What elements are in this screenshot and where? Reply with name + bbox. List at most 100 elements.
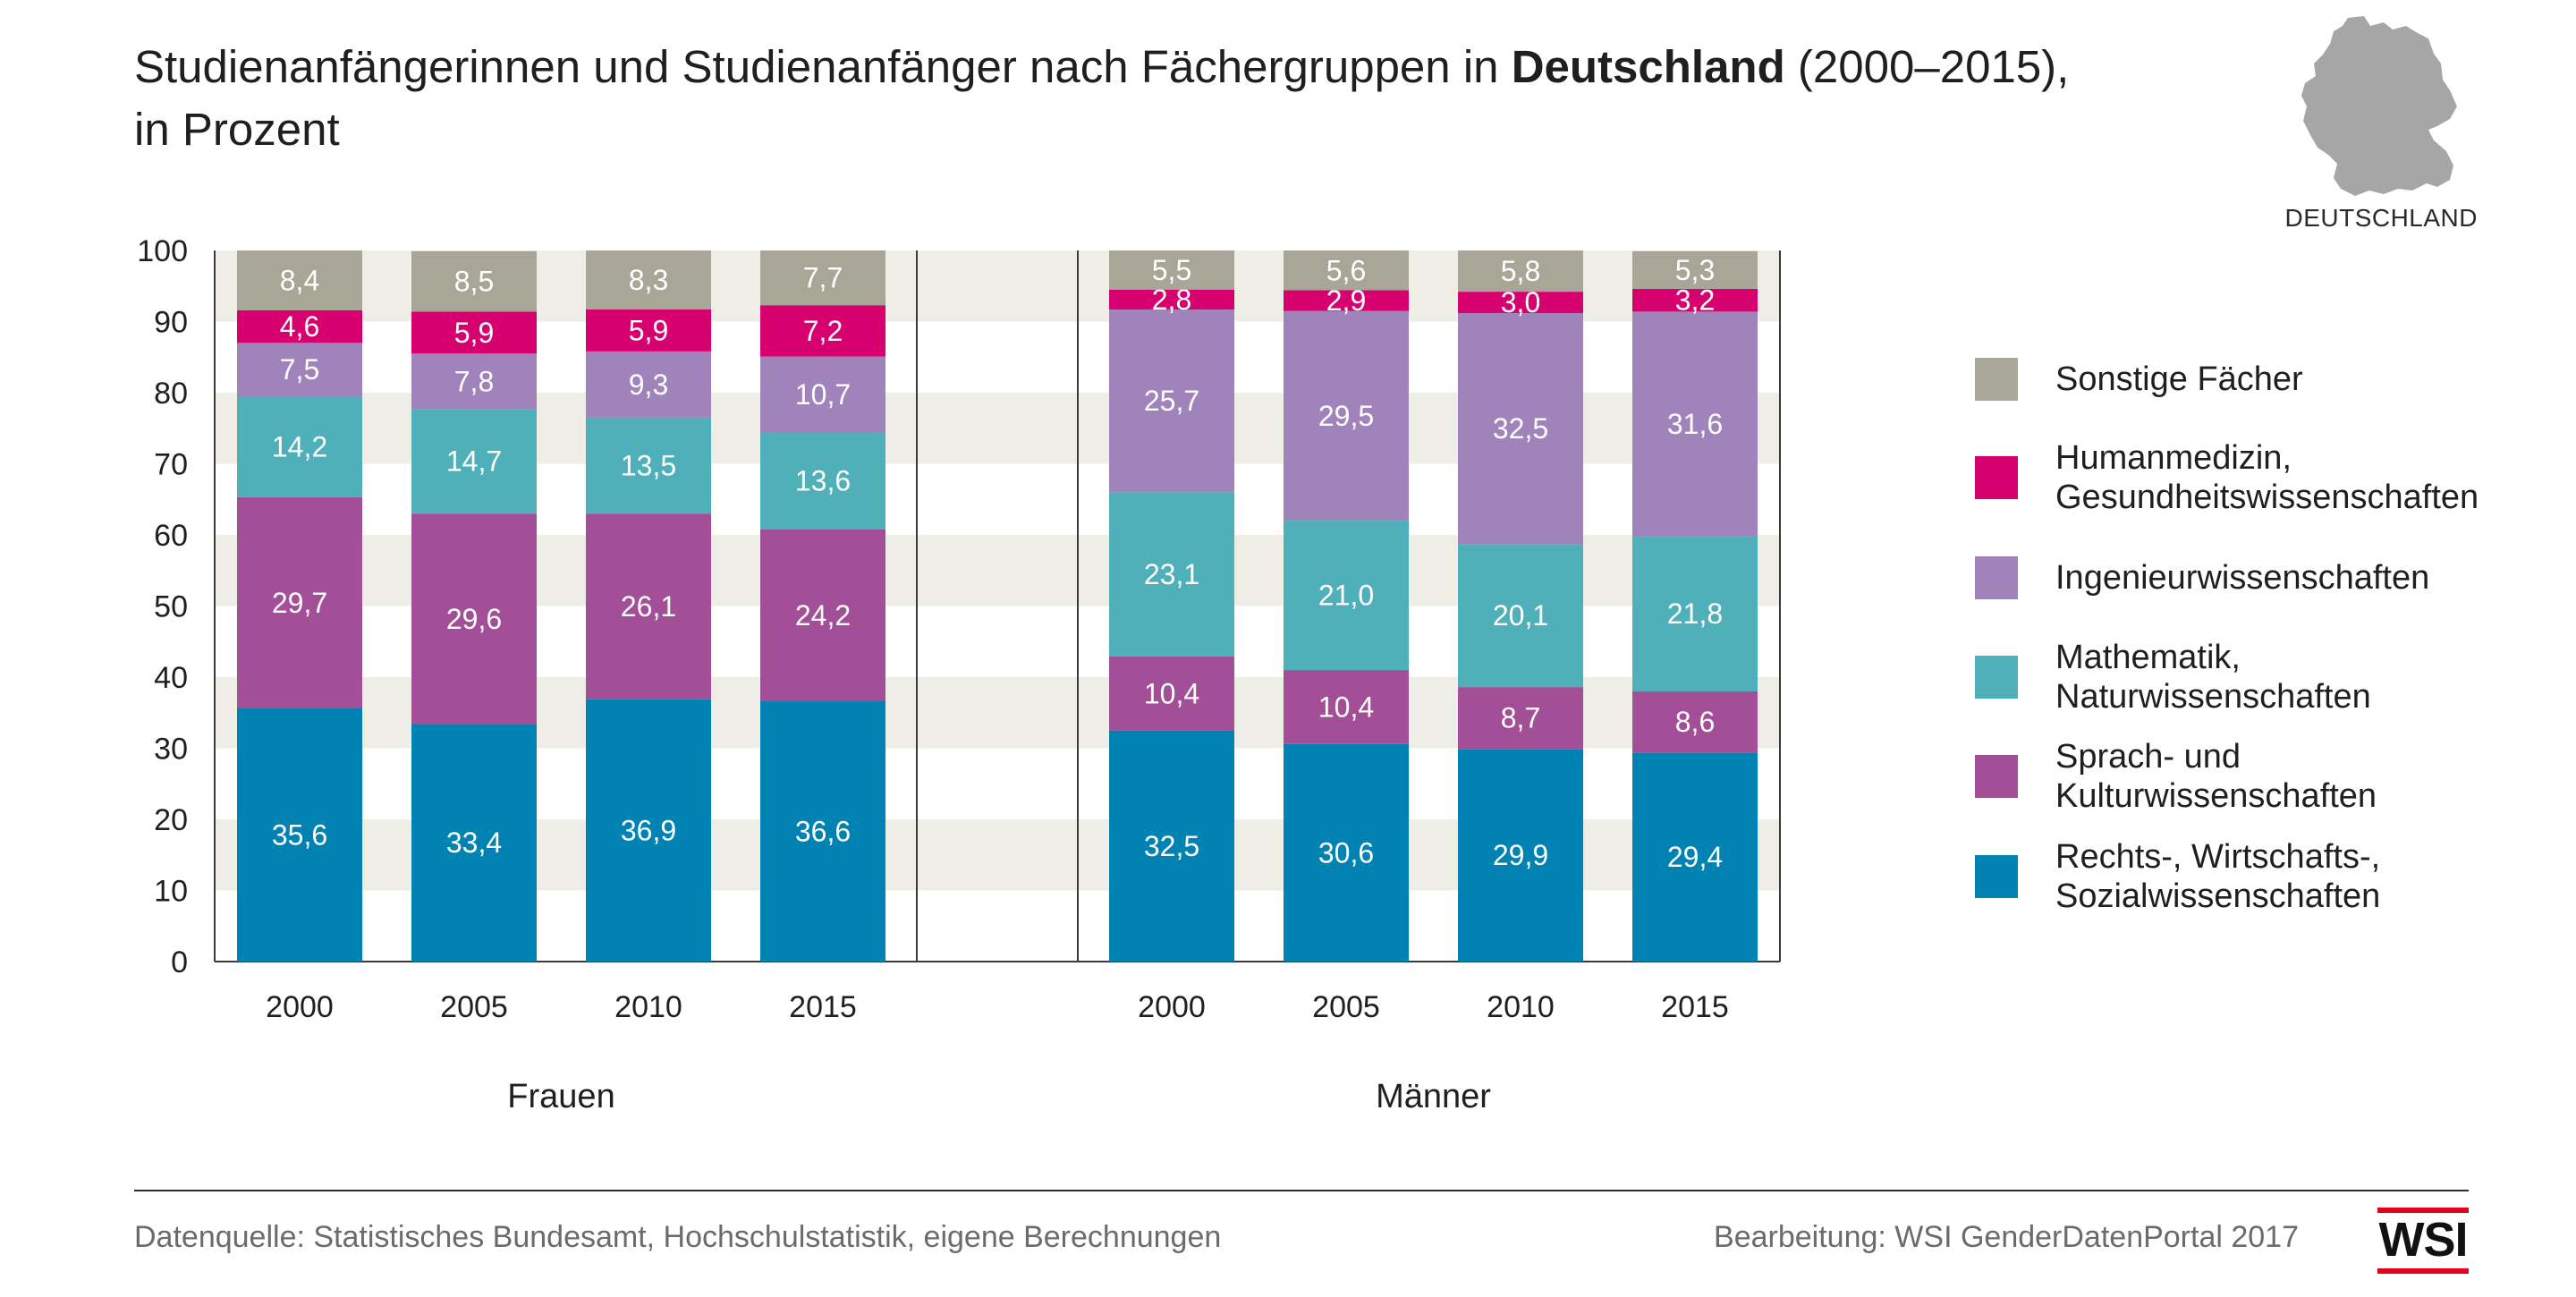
title-line1-bold: Deutschland <box>1511 41 1785 92</box>
bar-segment-rechts <box>411 724 537 962</box>
bar-segment-ingenieur <box>1458 312 1583 545</box>
legend-label: Humanmedizin, <box>2055 439 2292 477</box>
legend-label: Mathematik, <box>2055 639 2241 676</box>
bar-segment-sonstige <box>1109 250 1234 290</box>
germany-map-icon <box>2258 13 2482 246</box>
logo-top-bar <box>2377 1208 2469 1213</box>
bar-segment-humanmedizin <box>411 311 537 354</box>
bar-segment-sprach <box>1458 687 1583 750</box>
legend-label: Sozialwissenschaften <box>2055 877 2380 915</box>
x-tick-label: 2000 <box>266 990 334 1024</box>
x-tick-label: 2010 <box>1487 990 1555 1024</box>
data-label: 5,3 <box>1675 254 1715 286</box>
logo-text: WSI <box>2378 1213 2469 1267</box>
bar-segment-mathematik <box>760 432 886 530</box>
legend-swatch-mathematik <box>1975 656 2018 699</box>
title-line1-before: Studienanfängerinnen und Studienanfänger… <box>134 41 1512 92</box>
bar-segment-mathematik <box>1458 544 1583 688</box>
bar-segment-ingenieur <box>237 343 362 396</box>
bar-segment-ingenieur <box>1109 309 1234 493</box>
data-label: 5,9 <box>629 314 668 346</box>
x-tick-label: 2015 <box>1661 990 1729 1024</box>
legend-label: Ingenieurwissenschaften <box>2055 559 2429 597</box>
bar-segment-humanmedizin <box>1458 292 1583 313</box>
stacked-bar-chart: 0 10 20 30 40 50 60 70 80 90 100 35,6 29,7 14,2 7,5 4,6… <box>137 234 2479 1115</box>
bar-segment-ingenieur <box>1284 310 1409 521</box>
data-label: 33,4 <box>446 827 502 859</box>
data-label: 20,1 <box>1493 599 1548 632</box>
legend-swatch-rechts <box>1975 855 2018 898</box>
legend-label: Kulturwissenschaften <box>2055 777 2377 815</box>
bar-segment-humanmedizin <box>1632 288 1758 312</box>
bar-segment-sprach <box>1109 656 1234 731</box>
data-label: 7,5 <box>280 353 319 386</box>
data-label: 25,7 <box>1144 385 1199 417</box>
legend-swatch-ingenieur <box>1975 556 2018 599</box>
bar-segment-mathematik <box>411 409 537 514</box>
data-label: 21,8 <box>1667 598 1723 630</box>
data-label: 10,7 <box>795 378 851 411</box>
bar-segment-ingenieur <box>760 356 886 433</box>
bar-segment-ingenieur <box>411 353 537 410</box>
legend-swatch-sprach <box>1975 755 2018 798</box>
legend-label: Gesundheitswissenschaften <box>2055 479 2479 516</box>
data-label: 13,6 <box>795 465 851 497</box>
title-line1-after: (2000–2015), <box>1784 41 2070 92</box>
footer-divider <box>134 1190 2469 1191</box>
data-label: 31,6 <box>1667 408 1723 440</box>
wsi-logo: WSI <box>2377 1208 2469 1276</box>
bar-segment-rechts <box>586 699 711 962</box>
data-label: 3,2 <box>1675 284 1715 317</box>
bar-segment-rechts <box>1284 743 1409 962</box>
bar-segment-mathematik <box>1284 521 1409 671</box>
bar-segment-mathematik <box>1632 536 1758 691</box>
bar-segment-humanmedizin <box>237 309 362 343</box>
bar-segment-ingenieur <box>1632 311 1758 537</box>
data-label: 29,6 <box>446 603 502 635</box>
data-label: 36,6 <box>795 816 851 848</box>
data-label: 30,6 <box>1318 836 1374 869</box>
y-tick-label: 30 <box>154 733 188 767</box>
bar-segment-sonstige <box>237 250 362 310</box>
data-label: 5,8 <box>1501 255 1540 287</box>
y-tick-label: 40 <box>154 661 188 695</box>
x-tick-label: 2005 <box>440 990 508 1024</box>
data-label: 5,6 <box>1326 254 1366 286</box>
y-tick-label: 60 <box>154 519 188 553</box>
data-label: 29,7 <box>272 587 327 619</box>
data-label: 8,3 <box>629 264 668 296</box>
legend-swatch-humanmedizin <box>1975 456 2018 499</box>
bar-segment-sonstige <box>1284 250 1409 291</box>
data-label: 8,4 <box>280 264 319 296</box>
y-tick-label: 70 <box>154 448 188 482</box>
legend-label: Sprach- und <box>2055 738 2241 776</box>
bar-segment-rechts <box>760 701 886 962</box>
group-label: Männer <box>1376 1078 1491 1115</box>
data-label: 36,9 <box>621 814 676 846</box>
data-label: 10,4 <box>1318 691 1374 723</box>
logo-bottom-bar <box>2377 1268 2469 1274</box>
bar-segment-sonstige <box>1458 250 1583 292</box>
chart-title: Studienanfängerinnen und Studienanfänger… <box>134 36 2191 161</box>
y-tick-label: 20 <box>154 803 188 837</box>
bar-segment-sonstige <box>411 250 537 312</box>
y-tick-label: 50 <box>154 590 188 624</box>
legend-label: Rechts-, Wirtschafts-, <box>2055 838 2380 876</box>
bar-segment-sprach <box>237 496 362 708</box>
legend-swatch-sonstige <box>1975 358 2018 401</box>
germany-map-shape <box>2301 16 2457 196</box>
x-tick-label: 2015 <box>789 990 857 1024</box>
bar-segment-sprach <box>1632 691 1758 753</box>
data-label: 5,9 <box>454 317 494 349</box>
bar-segment-humanmedizin <box>586 309 711 352</box>
data-label: 10,4 <box>1144 677 1199 709</box>
data-label: 24,2 <box>795 599 851 632</box>
data-label: 29,4 <box>1667 841 1723 873</box>
data-source: Datenquelle: Statistisches Bundesamt, Ho… <box>134 1220 1222 1254</box>
data-label: 23,1 <box>1144 558 1199 590</box>
group-label: Frauen <box>507 1078 614 1115</box>
bar-segment-rechts <box>1458 749 1583 962</box>
data-label: 35,6 <box>272 818 327 851</box>
data-label: 14,2 <box>272 430 327 462</box>
title-line2: in Prozent <box>134 104 340 155</box>
